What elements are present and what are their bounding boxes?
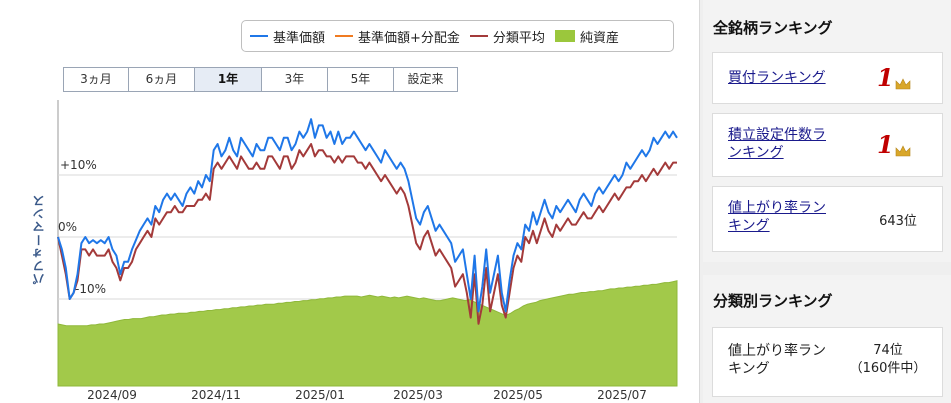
rank-row-category-price-rise: 値上がり率ランキング 74位 （160件中） — [712, 327, 943, 397]
period-tabs: 3ヵ月 6ヵ月 1年 3年 5年 設定来 — [63, 67, 458, 92]
rank-number: 1 — [877, 130, 894, 159]
series-net-assets-area — [57, 280, 678, 387]
legend-swatch — [250, 35, 268, 37]
price-rise-ranking-link[interactable]: 値上がり率ランキング — [728, 200, 826, 234]
rank-row-price-rise: 値上がり率ランキング 643位 — [712, 186, 943, 252]
category-ranking-title: 分類別ランキング — [713, 292, 833, 310]
chart-panel: +10% 0% -10% 2024/09 2024/11 2025/01 2025/03 20… — [0, 0, 700, 403]
legend-label: 純資産 — [579, 30, 619, 46]
x-tick-label: 2024/09 — [87, 388, 137, 402]
y-tick-label: -10% — [75, 282, 106, 296]
category-rank-total: （160件中） — [849, 361, 927, 376]
performance-chart: +10% 0% -10% 2024/09 2024/11 2025/01 2025/03 20… — [57, 100, 678, 402]
x-tick-label: 2025/05 — [493, 388, 543, 402]
rank-position: 643位 — [879, 214, 917, 229]
tab-period[interactable]: 6ヵ月 — [129, 68, 195, 91]
category-rank-position: 74位 — [873, 343, 903, 358]
tab-period[interactable]: 1年 — [195, 68, 262, 91]
y-tick-label: 0% — [58, 220, 77, 234]
legend-label: 基準価額+分配金 — [358, 30, 460, 46]
crown-icon — [895, 145, 911, 157]
legend-swatch — [335, 35, 354, 37]
series-nav-line — [57, 118, 678, 313]
y-tick-label: +10% — [60, 158, 97, 172]
rank-row-buy: 買付ランキング 1 — [712, 52, 943, 104]
rank-number: 1 — [877, 63, 894, 92]
category-ranking-panel: 分類別ランキング 値上がり率ランキング 74位 （160件中） — [703, 275, 951, 403]
overall-ranking-title: 全銘柄ランキング — [713, 19, 833, 37]
tab-period[interactable]: 5年 — [328, 68, 394, 91]
x-tick-label: 2024/11 — [191, 388, 241, 402]
category-price-rise-label: 値上がり率ランキング — [728, 343, 826, 377]
rank-row-accumulation: 積立設定件数ランキング 1 — [712, 113, 943, 177]
legend-item[interactable]: 基準価額+分配金 — [335, 27, 460, 46]
tab-period[interactable]: 3ヵ月 — [64, 68, 129, 91]
tab-period[interactable]: 3年 — [262, 68, 328, 91]
overall-ranking-panel: 全銘柄ランキング 買付ランキング 1 積立設定件数ランキング 1 値上がり率ラン… — [703, 0, 951, 262]
y-axis-title: パフォーマンス — [32, 194, 46, 286]
x-tick-label: 2025/03 — [393, 388, 443, 402]
legend-label: 基準価額 — [273, 30, 326, 46]
accumulation-ranking-link[interactable]: 積立設定件数ランキング — [728, 127, 826, 161]
chart-legend: 基準価額 基準価額+分配金 分類平均 純資産 — [241, 20, 674, 52]
legend-swatch — [469, 35, 488, 37]
tab-period[interactable]: 設定来 — [394, 68, 457, 91]
x-tick-label: 2025/07 — [597, 388, 647, 402]
legend-swatch — [554, 30, 575, 42]
legend-item[interactable]: 純資産 — [554, 27, 619, 46]
buy-ranking-link[interactable]: 買付ランキング — [728, 70, 826, 86]
crown-icon — [895, 78, 911, 90]
legend-item[interactable]: 分類平均 — [469, 27, 545, 46]
series-category-average-line — [57, 143, 677, 325]
legend-label: 分類平均 — [492, 30, 545, 46]
legend-item[interactable]: 基準価額 — [250, 27, 325, 46]
x-tick-label: 2025/01 — [295, 388, 345, 402]
